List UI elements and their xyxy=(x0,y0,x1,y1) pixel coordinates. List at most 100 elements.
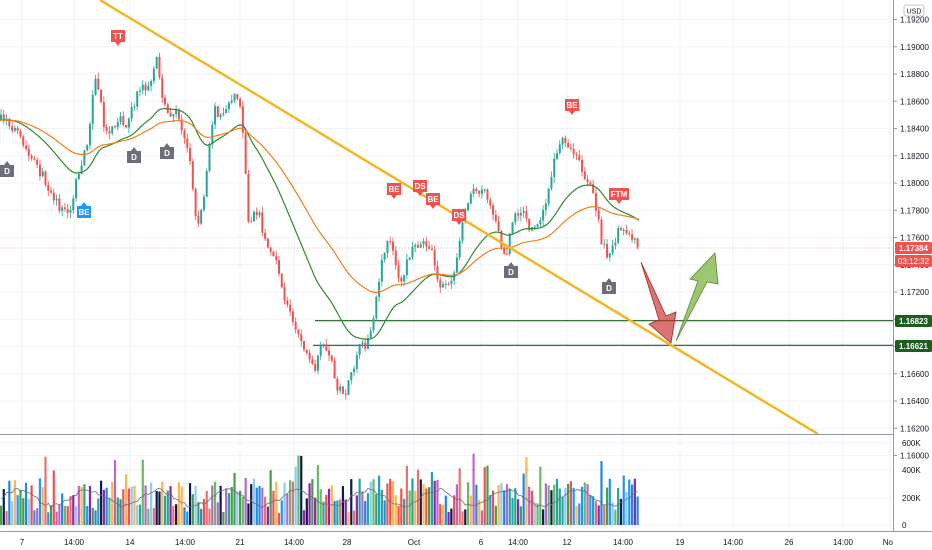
candle-body xyxy=(113,126,116,128)
marker-be: BE xyxy=(77,202,91,218)
volume-bar xyxy=(255,487,258,525)
volume-bar xyxy=(152,508,155,525)
candle-body xyxy=(77,173,80,180)
candle-body xyxy=(139,90,141,92)
volume-bar xyxy=(428,487,431,525)
volume-bar xyxy=(364,501,367,525)
candle-body xyxy=(261,212,264,233)
candle-body xyxy=(236,94,239,99)
volume-bar xyxy=(425,488,428,525)
volume-bar xyxy=(41,487,44,525)
volume-bar xyxy=(600,461,603,525)
volume-bar xyxy=(297,455,300,525)
time-axis[interactable]: 7 14:00 14 14:00 21 14:00 28 Oct 6 14:00 12 14:00 19… xyxy=(20,538,894,547)
candle-body xyxy=(264,232,267,239)
volume-bar xyxy=(628,479,631,525)
candle-body xyxy=(403,275,406,282)
volume-bar xyxy=(408,490,411,525)
candle-body xyxy=(519,213,522,216)
support-1-value: 1.16823 xyxy=(899,317,928,326)
price-label-countdown: 03:12:32 xyxy=(895,255,932,267)
y-tick-label: 1.18800 xyxy=(900,70,929,79)
candle-body xyxy=(100,89,103,103)
candle-body xyxy=(617,228,620,243)
candle-body xyxy=(252,211,255,222)
volume-bar xyxy=(208,508,211,525)
volume-bar xyxy=(286,493,289,525)
volume-bar xyxy=(24,482,28,525)
candle-body xyxy=(272,251,275,257)
candle-body xyxy=(397,265,400,278)
volume-bar xyxy=(578,503,581,525)
volume-tick-label: 400K xyxy=(902,466,921,475)
candle-body xyxy=(428,246,431,249)
candle-body xyxy=(533,226,536,228)
volume-bar xyxy=(397,505,400,525)
volume-bar xyxy=(419,479,422,525)
volume-bar xyxy=(539,466,542,525)
volume-bar xyxy=(158,491,161,525)
support-lines[interactable] xyxy=(0,247,893,346)
volume-bar xyxy=(113,460,117,525)
candle-body xyxy=(283,287,286,301)
candle-body xyxy=(361,342,364,345)
volume-bar xyxy=(105,487,108,525)
candle-body xyxy=(194,188,197,216)
marker-ds: DS xyxy=(413,180,427,196)
candle-body xyxy=(133,106,136,108)
volume-bar xyxy=(489,495,492,525)
candle-body xyxy=(553,158,556,177)
candle-body xyxy=(408,257,411,260)
volume-bar xyxy=(38,478,42,525)
volume-bar xyxy=(483,467,486,525)
volume-bar xyxy=(505,484,509,525)
marker-shape xyxy=(602,278,616,294)
volume-bar xyxy=(519,506,522,525)
volume-bar xyxy=(300,455,303,525)
volume-bar xyxy=(433,480,436,525)
y-tick-label: 1.18200 xyxy=(900,152,929,161)
candle-body xyxy=(291,311,294,322)
candle-body xyxy=(608,253,611,258)
candle-body xyxy=(475,188,478,192)
volume-bar xyxy=(375,494,378,525)
candle-body xyxy=(539,220,542,225)
candle-body xyxy=(172,114,175,117)
candle-body xyxy=(258,212,261,216)
volume-bar xyxy=(619,498,623,525)
ema-orange-line xyxy=(0,119,640,294)
candle-body xyxy=(400,277,403,282)
price-axis[interactable]: 1.19200 1.19000 1.18800 1.18600 1.18400 1.182… xyxy=(893,16,929,461)
x-tick-label: 14:00 xyxy=(723,538,744,547)
candle-body xyxy=(336,378,339,391)
volume-bar xyxy=(444,495,447,525)
volume-bar xyxy=(8,480,11,525)
candle-body xyxy=(69,210,72,213)
candle-body xyxy=(286,300,289,305)
candle-body xyxy=(455,257,458,273)
candle-body xyxy=(436,265,439,280)
volume-tick-label: 200K xyxy=(902,494,921,503)
volume-bar xyxy=(244,477,247,525)
volume-bar xyxy=(88,485,92,525)
marker-label: D xyxy=(508,268,514,277)
volume-tick-label: 0 xyxy=(902,521,907,530)
candle-body xyxy=(230,100,233,103)
volume-bar xyxy=(74,505,78,525)
candle-body xyxy=(525,211,528,219)
volume-bar xyxy=(277,512,281,525)
candle-body xyxy=(0,114,2,120)
candle-body xyxy=(36,159,39,165)
candle-body xyxy=(330,355,333,361)
y-tick-label: 1.16600 xyxy=(900,370,929,379)
marker-shape xyxy=(160,143,174,159)
volume-bar xyxy=(77,485,80,525)
candle-body xyxy=(631,234,634,240)
candle-body xyxy=(38,164,41,177)
candle-body xyxy=(244,132,247,174)
volume-bar xyxy=(369,481,372,525)
y-tick-label: 1.16400 xyxy=(900,397,929,406)
y-tick-label: 1.18000 xyxy=(900,179,929,188)
candle-body xyxy=(297,329,300,335)
